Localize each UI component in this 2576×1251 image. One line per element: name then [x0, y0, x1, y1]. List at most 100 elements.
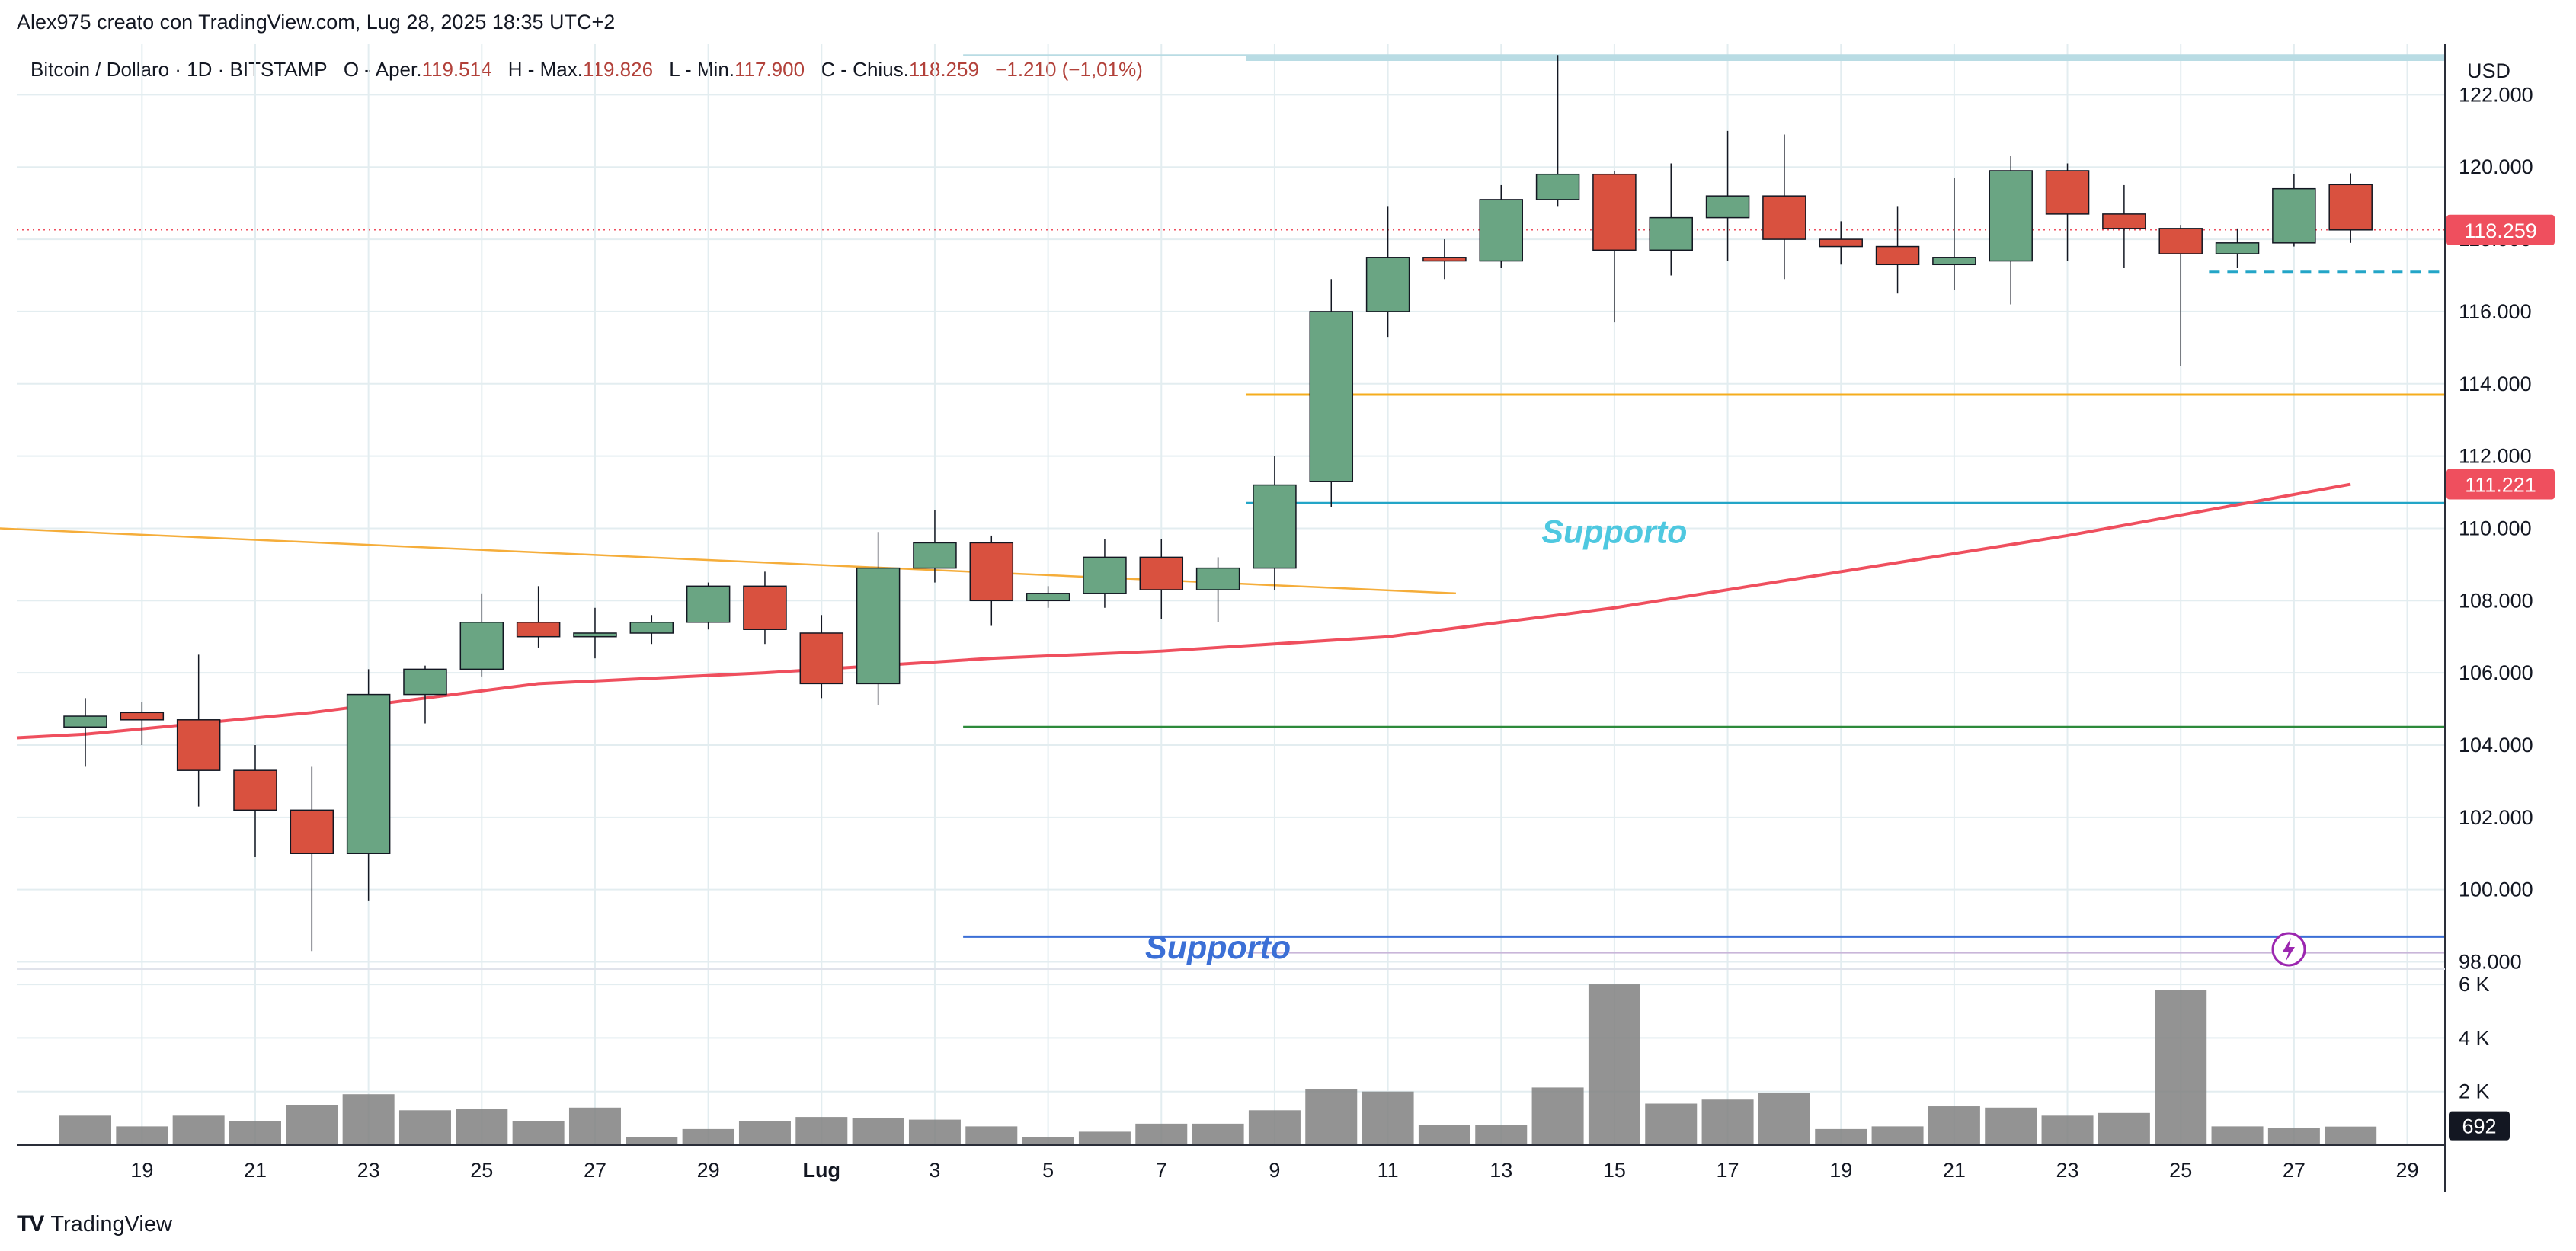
- candle-down: [120, 712, 165, 721]
- x-tick-label: 29: [697, 1159, 720, 1182]
- x-tick-label: 21: [1943, 1159, 1966, 1182]
- legend-symbol[interactable]: Bitcoin / Dollaro · 1D · BITSTAMP: [30, 58, 328, 81]
- candle-up: [1309, 311, 1354, 482]
- y-tick-label: 106.000: [2459, 661, 2533, 684]
- x-tick-label: 29: [2396, 1159, 2419, 1182]
- volume-bar: [2211, 1126, 2264, 1145]
- x-tick-label: 27: [584, 1159, 606, 1182]
- x-tick-label: 25: [2169, 1159, 2192, 1182]
- candle-up: [573, 632, 617, 638]
- candle-down: [1422, 257, 1467, 262]
- legend-change: −1.210 (−1,01%): [995, 58, 1143, 81]
- candle-up: [63, 715, 107, 728]
- volume-bar: [1192, 1123, 1244, 1145]
- y-tick-label: 110.000: [2459, 517, 2532, 539]
- volume-bar: [1985, 1107, 2037, 1145]
- volume-bar: [682, 1128, 734, 1145]
- volume-bar: [1588, 984, 1640, 1145]
- candle-up: [1649, 216, 1693, 251]
- x-tick-label: 5: [1042, 1159, 1054, 1182]
- candle-up: [1479, 199, 1523, 262]
- volume-bar: [172, 1115, 225, 1145]
- y-tick-label: 116.000: [2459, 300, 2532, 323]
- currency-selector[interactable]: USD: [2467, 59, 2511, 82]
- candle-up: [459, 622, 504, 670]
- candle-down: [516, 622, 561, 638]
- x-tick-label: 19: [130, 1159, 153, 1182]
- annotations[interactable]: Supporto Supporto: [1145, 514, 2306, 967]
- candle-up: [1989, 170, 2033, 262]
- candle-up: [1705, 195, 1750, 219]
- volume-bar: [2267, 1128, 2320, 1145]
- y-tick-label: 100.000: [2459, 878, 2533, 901]
- volume-bar: [59, 1115, 111, 1145]
- volume-bar: [2325, 1126, 2377, 1145]
- candle-down: [176, 719, 221, 771]
- candle-down: [1875, 245, 1920, 266]
- volume-bar: [1928, 1106, 1980, 1145]
- tradingview-brand[interactable]: TV TradingView: [17, 1211, 172, 1237]
- candle-down: [969, 542, 1014, 602]
- candle-up: [856, 567, 901, 685]
- x-tick-label: 19: [1829, 1159, 1852, 1182]
- candle-down: [799, 632, 844, 685]
- x-tick-label: 25: [470, 1159, 493, 1182]
- legend-high-label: H - Max.: [507, 58, 583, 81]
- price-label-text: 111.221: [2465, 474, 2536, 497]
- volume-bar: [2155, 990, 2207, 1145]
- candle-down: [2328, 184, 2373, 231]
- volume-bar: [286, 1105, 338, 1145]
- legend-low-value: 117.900: [734, 58, 805, 81]
- support-annotation: Supporto: [1541, 514, 1687, 550]
- legend-close-value: 118.259: [908, 58, 979, 81]
- candle-up: [1365, 257, 1410, 312]
- volume-bar: [456, 1109, 508, 1145]
- volume-bar: [1418, 1125, 1470, 1145]
- x-tick-label: 27: [2283, 1159, 2306, 1182]
- price-label-box: [2446, 469, 2555, 500]
- volume-bar: [1701, 1099, 1754, 1145]
- candle-down: [1819, 238, 1863, 248]
- tradingview-logo-icon: TV: [17, 1211, 44, 1237]
- volume-bar: [1531, 1087, 1584, 1145]
- volume-bar: [908, 1119, 961, 1145]
- candle-down: [1139, 556, 1184, 590]
- candle-up: [2272, 187, 2316, 244]
- candle-down: [2102, 213, 2146, 229]
- y-tick-label: 114.000: [2459, 373, 2532, 395]
- candle-up: [686, 585, 731, 623]
- alert-icon-bolt: [2283, 938, 2295, 961]
- y-tick-label: 112.000: [2459, 445, 2532, 468]
- volume-bar: [398, 1110, 451, 1145]
- drawn-lines[interactable]: [0, 54, 2445, 954]
- volume-tick-label: 6 K: [2459, 973, 2490, 996]
- volume-label-text: 692: [2462, 1115, 2496, 1138]
- symbol-legend: Bitcoin / Dollaro · 1D · BITSTAMP O - Ap…: [30, 58, 1143, 82]
- y-tick-label: 120.000: [2459, 155, 2533, 178]
- volume-bar: [1362, 1091, 1414, 1145]
- volume-bar: [965, 1126, 1018, 1145]
- candle-up: [1253, 484, 1297, 569]
- volume-bar: [626, 1137, 678, 1145]
- legend-close-label: C - Chius.: [821, 58, 909, 81]
- candle-up: [403, 668, 447, 696]
- legend-open-value: 119.514: [421, 58, 492, 81]
- x-tick-label: 23: [2056, 1159, 2079, 1182]
- volume-bar: [229, 1121, 281, 1145]
- candle-up: [1535, 173, 1580, 200]
- volume-bar: [1758, 1093, 1810, 1145]
- brand-name: TradingView: [50, 1211, 172, 1237]
- axes[interactable]: 122.000120.000118.000116.000114.000112.0…: [17, 44, 2555, 1192]
- price-label-text: 118.259: [2464, 219, 2537, 242]
- x-tick-label: 21: [244, 1159, 267, 1182]
- volume-tick-label: 4 K: [2459, 1026, 2490, 1049]
- x-tick-label: 7: [1156, 1159, 1167, 1182]
- support-annotation: Supporto: [1145, 929, 1291, 966]
- volume-bar: [738, 1121, 791, 1145]
- volume-bar: [342, 1094, 395, 1145]
- volume-bar: [116, 1126, 168, 1145]
- chart-attribution: Alex975 creato con TradingView.com, Lug …: [17, 11, 616, 34]
- volume-bar: [1248, 1110, 1301, 1145]
- volume-bar: [1645, 1103, 1698, 1145]
